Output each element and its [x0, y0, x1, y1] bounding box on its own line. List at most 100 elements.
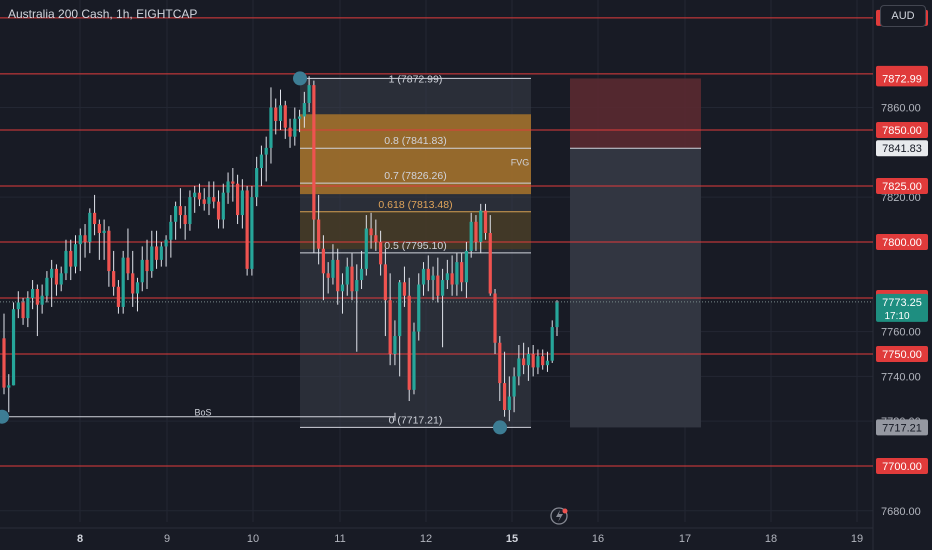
candle-body — [550, 327, 554, 361]
candle-body — [274, 107, 278, 121]
candle-body — [455, 262, 459, 285]
candle-body — [440, 280, 445, 296]
candle-body — [369, 228, 373, 236]
y-tick-label: 7680.00 — [881, 506, 921, 518]
candle-body — [21, 302, 25, 319]
candle-body — [555, 302, 559, 328]
candle-body — [193, 192, 197, 198]
candle-body — [40, 295, 44, 305]
candle-body — [426, 268, 430, 281]
target-zone-grey — [570, 148, 701, 428]
x-tick-label: 15 — [506, 533, 518, 545]
candle-body — [321, 248, 326, 274]
x-tick-label: 18 — [765, 533, 777, 545]
candle-body — [231, 181, 235, 184]
candle-body — [121, 257, 125, 307]
swing-high-marker — [293, 71, 307, 86]
candle-body — [188, 197, 192, 225]
candle-body — [50, 268, 54, 278]
candle-body — [250, 197, 254, 269]
candle-body — [207, 197, 211, 204]
chart-title: Australia 200 Cash, 1h, EIGHTCAP — [8, 7, 198, 21]
candle-body — [398, 282, 402, 337]
candle-body — [264, 147, 268, 155]
candle-body — [69, 250, 73, 267]
fib-level-label: 0.5 (7795.10) — [384, 240, 446, 252]
candle-body — [183, 215, 187, 225]
y-tick-label: 7860.00 — [881, 103, 921, 115]
fvg-label: FVG — [511, 157, 530, 167]
candle-body — [278, 105, 283, 121]
price-badge-label: 7872.99 — [882, 73, 922, 85]
candle-body — [92, 212, 97, 225]
fib-level-label: 0 (7717.21) — [389, 414, 443, 426]
candle-body — [154, 246, 159, 260]
candle-body — [488, 232, 492, 294]
candle-body — [26, 297, 30, 319]
candle-body — [307, 85, 311, 104]
candle-body — [216, 201, 221, 220]
candle-body — [102, 230, 106, 233]
candle-body — [64, 250, 68, 274]
candle-body — [417, 284, 421, 332]
candle-body — [483, 210, 488, 233]
x-tick-label: 19 — [851, 533, 863, 545]
candle-body — [45, 277, 49, 296]
candle-body — [402, 282, 407, 296]
level-price-badge-label: 7825.00 — [882, 181, 922, 193]
candle-body — [11, 309, 16, 386]
candle-body — [340, 284, 345, 292]
y-tick-label: 7820.00 — [881, 192, 921, 204]
candle-body — [460, 262, 464, 283]
candle-body — [135, 282, 140, 294]
level-price-badge-label: 7750.00 — [882, 349, 922, 361]
candle-body — [393, 336, 397, 354]
x-tick-label: 16 — [592, 533, 604, 545]
candle-body — [202, 199, 206, 204]
candle-body — [107, 230, 111, 272]
x-tick-label: 10 — [247, 533, 259, 545]
candle-body — [221, 192, 225, 220]
fib-level-label: 1 (7872.99) — [389, 73, 443, 85]
candle-body — [59, 273, 63, 285]
candle-body — [88, 212, 92, 242]
bos-label: BoS — [194, 408, 211, 418]
fvg-zone — [300, 114, 531, 195]
candle-body — [255, 168, 259, 198]
y-tick-label: 7740.00 — [881, 371, 921, 383]
candle-body — [545, 360, 550, 366]
x-tick-label: 8 — [77, 533, 83, 545]
level-price-badge — [876, 345, 928, 362]
candle-body — [355, 280, 359, 292]
y-tick-label: 7760.00 — [881, 327, 921, 339]
currency-button[interactable]: AUD — [880, 5, 926, 27]
candle-body — [169, 221, 173, 240]
candle-body — [245, 190, 249, 269]
candle-body — [97, 224, 101, 233]
candle-body — [150, 246, 154, 272]
candle-body — [7, 385, 11, 388]
candle-body — [350, 266, 354, 292]
price-badge — [876, 293, 928, 322]
candle-body — [412, 331, 416, 390]
candle-body — [469, 221, 473, 251]
fib-level-label: 0.618 (7813.48) — [378, 199, 452, 211]
candle-body — [283, 105, 287, 128]
price-badge-label: 7773.25 — [882, 297, 922, 309]
bos-origin-marker — [0, 409, 9, 424]
candle-body — [126, 257, 130, 274]
candle-body — [359, 268, 364, 281]
candle-body — [297, 116, 302, 119]
candle-body — [374, 235, 378, 242]
candle-body — [145, 259, 149, 272]
candle-body — [512, 376, 516, 397]
candle-body — [479, 210, 483, 242]
candle-body — [240, 190, 244, 216]
candle-body — [431, 275, 435, 281]
golden-pocket-zone — [300, 211, 531, 250]
candle-body — [116, 286, 121, 307]
candle-body — [212, 197, 216, 202]
candle-body — [226, 181, 230, 193]
candle-body — [493, 293, 497, 343]
